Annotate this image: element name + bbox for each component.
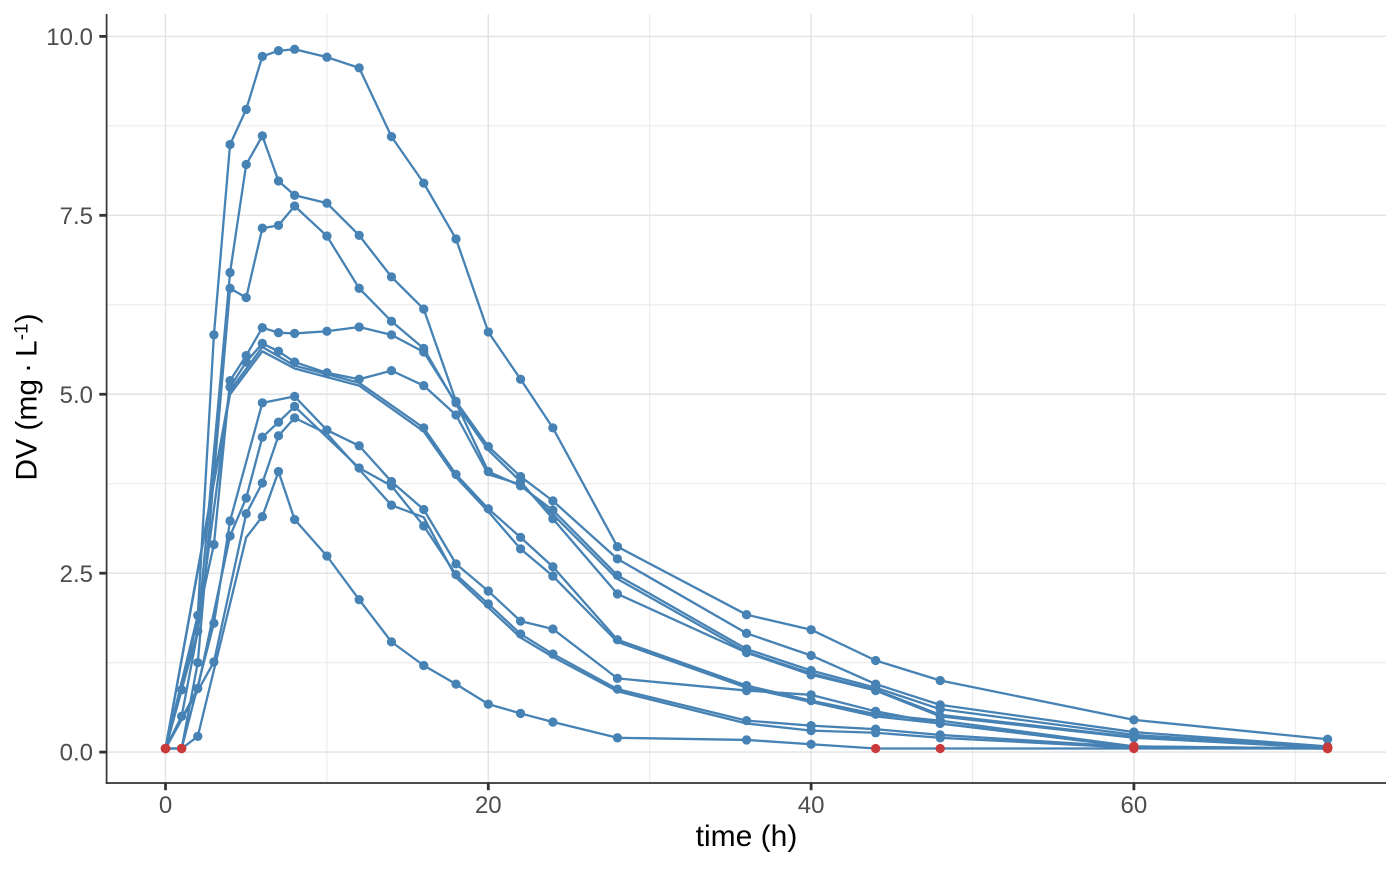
svg-text:20: 20 — [475, 792, 502, 819]
svg-text:40: 40 — [798, 792, 825, 819]
svg-text:5.0: 5.0 — [60, 382, 93, 409]
svg-text:time (h): time (h) — [696, 820, 798, 853]
svg-text:2.5: 2.5 — [60, 561, 93, 588]
svg-text:0.0: 0.0 — [60, 740, 93, 767]
svg-text:7.5: 7.5 — [60, 203, 93, 230]
svg-text:0: 0 — [159, 792, 172, 819]
svg-text:DV (mg · L-1): DV (mg · L-1) — [11, 313, 44, 480]
svg-text:60: 60 — [1121, 792, 1148, 819]
svg-text:10.0: 10.0 — [46, 24, 93, 51]
